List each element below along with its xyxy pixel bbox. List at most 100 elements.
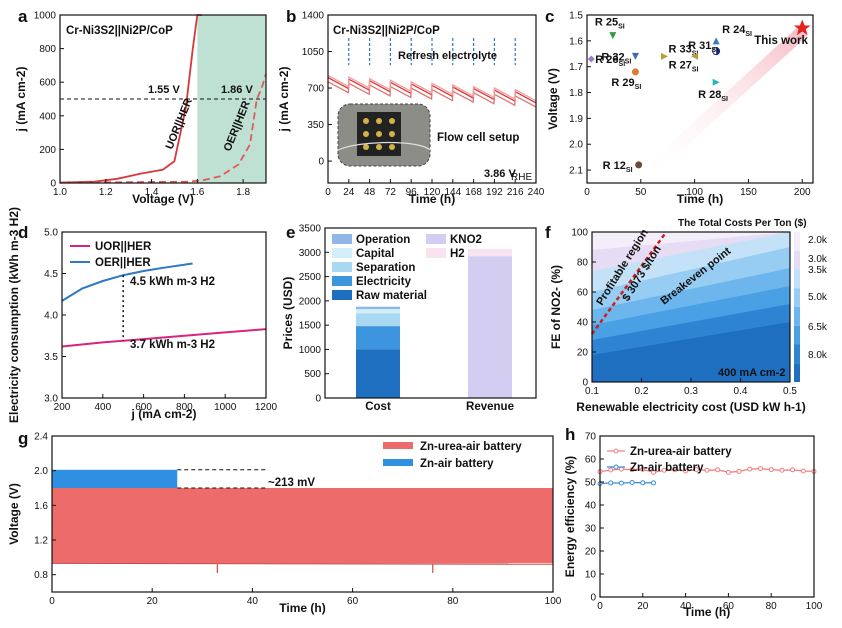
c-trend-arrow bbox=[640, 27, 808, 178]
g-xtick-label: 100 bbox=[545, 596, 562, 607]
h-series-point bbox=[725, 469, 731, 475]
d-ytick-label: 3.5 bbox=[44, 352, 58, 363]
c-point-label: R 24SI bbox=[722, 24, 752, 38]
f-ylabel: FE of NO2- (%) bbox=[549, 265, 563, 349]
c-marker bbox=[660, 52, 668, 60]
panel-h: 0 20 40 60 80 100 0 10 20 30 40 50 60 70 Zn-urea-air b… bbox=[563, 425, 823, 619]
h-legend-marker bbox=[613, 464, 619, 470]
d-annotation-45: 4.5 kWh m-3 H2 bbox=[130, 276, 215, 288]
g-zn-urea-air-band bbox=[52, 488, 553, 564]
f-colorbar-tick: 5.0k bbox=[808, 292, 828, 303]
c-ytick-label: 2.1 bbox=[569, 166, 583, 177]
c-ytick-label: 1.7 bbox=[569, 62, 583, 73]
a-xtick-label: 1.0 bbox=[53, 187, 67, 198]
g-frame bbox=[51, 435, 554, 593]
f-colorbar-segment bbox=[794, 325, 800, 345]
b-ytick-label: 0 bbox=[318, 157, 324, 168]
g-ytick-label: 2.4 bbox=[34, 432, 48, 443]
h-frame bbox=[599, 435, 815, 598]
b-flow-cell-bolt bbox=[376, 118, 382, 124]
g-panel-label: g bbox=[18, 429, 28, 448]
a-series-oer bbox=[59, 73, 267, 184]
d-panel-label: d bbox=[18, 223, 28, 242]
a-ylabel: j (mA cm-2) bbox=[14, 67, 28, 133]
c-marker bbox=[691, 52, 699, 60]
f-colorbar-tick: 3.0k bbox=[808, 254, 828, 265]
f-xtick-label: 0.4 bbox=[734, 386, 748, 397]
e-legend-swatch bbox=[332, 290, 352, 300]
h-series-point bbox=[758, 466, 763, 472]
d-ytick-label: 5.0 bbox=[44, 228, 58, 239]
c-xtick-label: 150 bbox=[740, 187, 757, 198]
e-xtick-label: Cost bbox=[365, 401, 391, 413]
g-xtick-label: 40 bbox=[247, 596, 259, 607]
a-label-186v: 1.86 V bbox=[221, 84, 253, 96]
f-colorbar-segment bbox=[794, 288, 800, 307]
h-series-point bbox=[683, 468, 689, 474]
c-point-label-sub: SI bbox=[625, 58, 632, 65]
c-ytick-label: 1.8 bbox=[569, 88, 583, 99]
g-ytick-label: 0.8 bbox=[34, 570, 48, 581]
d-legend-label: UOR||HER bbox=[95, 241, 152, 253]
e-bar-segment bbox=[356, 326, 400, 350]
h-series-point bbox=[800, 468, 806, 474]
b-ytick-label: 1050 bbox=[302, 47, 325, 58]
h-series-point bbox=[640, 466, 646, 472]
e-legend-label: KNO2 bbox=[450, 234, 482, 246]
g-gap-label: ~213 mV bbox=[268, 477, 315, 489]
c-point-label-sub: SI bbox=[721, 96, 728, 103]
b-xtick-label: 144 bbox=[444, 187, 461, 198]
d-xtick-label: 800 bbox=[176, 402, 193, 413]
e-ytick-label: 500 bbox=[304, 369, 321, 380]
c-point-label-sub: SI bbox=[692, 50, 699, 57]
f-xtick-label: 0.3 bbox=[684, 386, 698, 397]
b-xtick-label: 96 bbox=[406, 187, 418, 198]
g-xtick-label: 20 bbox=[147, 596, 159, 607]
h-series-point bbox=[768, 467, 774, 473]
c-point-label: R 31SI bbox=[688, 40, 718, 54]
b-flow-cell-tube bbox=[337, 141, 431, 151]
f-colorbar-tick: 6.5k bbox=[808, 322, 828, 333]
c-marker bbox=[635, 161, 643, 169]
b-xtick-label: 216 bbox=[507, 187, 524, 198]
b-xtick-label: 48 bbox=[364, 187, 376, 198]
f-colorbar-segment bbox=[794, 344, 800, 364]
c-xtick-label: 200 bbox=[794, 187, 811, 198]
b-xtick-label: 24 bbox=[343, 187, 355, 198]
d-series-line bbox=[61, 328, 267, 348]
panel-d: 200 400 600 800 1000 1200 3.0 3.5 4.0 4.5 5.0 UOR||… bbox=[7, 207, 278, 423]
f-current-label: 400 mA cm-2 bbox=[718, 367, 785, 379]
e-legend-swatch bbox=[332, 248, 352, 258]
e-panel-label: e bbox=[286, 223, 295, 242]
b-flow-cell-bolt bbox=[363, 118, 369, 124]
b-flow-cell-bolt bbox=[389, 144, 395, 150]
e-bar-segment bbox=[356, 349, 400, 398]
g-ytick-label: 2.0 bbox=[34, 466, 48, 477]
d-ylabel: Electricity consumption (kWh m-3 H2) bbox=[7, 207, 21, 423]
h-series-point bbox=[608, 480, 614, 486]
c-point-label: R 28SI bbox=[698, 89, 728, 103]
c-marker-this-work bbox=[793, 19, 811, 36]
c-point-label-sub: SI bbox=[692, 66, 699, 73]
h-xtick-label: 40 bbox=[680, 601, 692, 612]
f-xlabel: Renewable electricity cost (USD kW h-1) bbox=[576, 400, 805, 414]
h-series-point bbox=[693, 467, 699, 473]
h-ytick-label: 30 bbox=[585, 524, 597, 535]
c-ytick-label: 1.5 bbox=[569, 11, 583, 22]
e-xtick-label: Revenue bbox=[466, 401, 514, 413]
e-legend-label: Operation bbox=[356, 234, 410, 246]
h-series-point bbox=[608, 467, 614, 473]
e-ytick-label: 2500 bbox=[299, 272, 322, 283]
panel-g: ~213 mV 0 20 40 60 80 100 0.8 1.2 1.6 2.0 2.4 Zn-ure… bbox=[7, 429, 562, 615]
h-legend-label: Zn-air battery bbox=[630, 462, 704, 474]
b-ytick-label: 700 bbox=[307, 84, 324, 95]
c-panel-label: c bbox=[545, 7, 554, 26]
panel-a: 1.0 1.2 1.4 1.6 1.8 0 200 400 600 800 1000 a Cr-Ni3S… bbox=[14, 7, 267, 206]
f-ytick-label: 0 bbox=[582, 378, 588, 389]
d-ytick-label: 3.0 bbox=[44, 394, 58, 405]
f-xtick-label: 0.2 bbox=[635, 386, 649, 397]
b-flow-cell-bolt bbox=[363, 144, 369, 150]
h-series-point bbox=[618, 466, 624, 472]
d-ytick-label: 4.0 bbox=[44, 311, 58, 322]
